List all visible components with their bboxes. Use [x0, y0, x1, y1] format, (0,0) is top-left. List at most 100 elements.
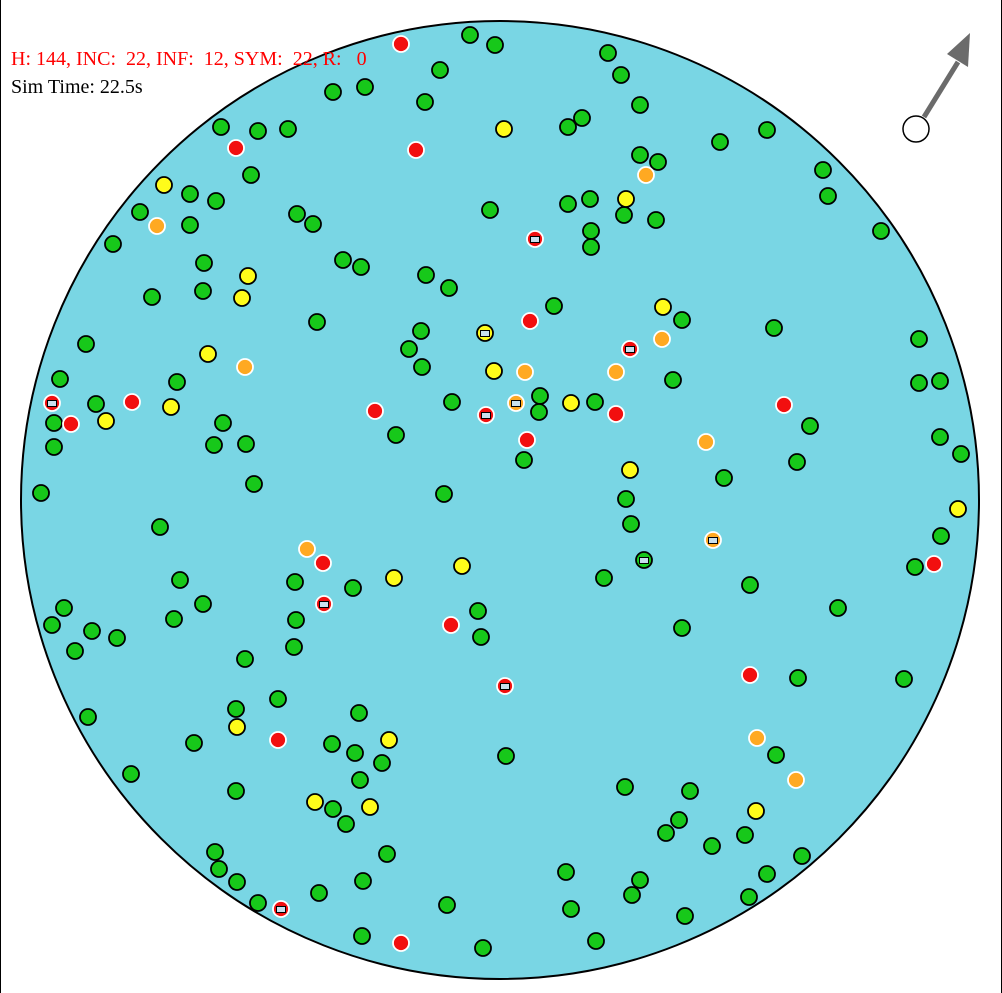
agent-healthy — [413, 358, 431, 376]
agent-healthy — [557, 863, 575, 881]
agent-incubating — [361, 798, 379, 816]
agent-healthy — [351, 771, 369, 789]
agent-symptomatic — [62, 415, 80, 433]
agent-healthy — [715, 469, 733, 487]
agent-healthy — [51, 370, 69, 388]
agent-healthy — [559, 195, 577, 213]
agent-healthy — [373, 754, 391, 772]
agent-incubating — [233, 289, 251, 307]
agent-healthy — [287, 611, 305, 629]
wind-direction-arrow-icon — [902, 33, 970, 143]
agent-healthy — [740, 888, 758, 906]
agent-healthy — [440, 279, 458, 297]
arena-circle — [20, 20, 980, 980]
agent-healthy — [623, 886, 641, 904]
agent-healthy — [872, 222, 890, 240]
quarantine-badge-icon — [708, 537, 718, 544]
agent-incubating — [949, 500, 967, 518]
agent-healthy — [631, 871, 649, 889]
quarantine-badge-icon — [530, 236, 540, 243]
quarantine-badge-icon — [47, 400, 57, 407]
agent-healthy — [469, 602, 487, 620]
agent-healthy — [952, 445, 970, 463]
agent-incubating — [199, 345, 217, 363]
agent-healthy — [931, 372, 949, 390]
agent-incubating — [562, 394, 580, 412]
agent-symptomatic — [392, 35, 410, 53]
agent-healthy — [758, 865, 776, 883]
agent-healthy — [285, 638, 303, 656]
agent-healthy — [79, 708, 97, 726]
agent-healthy — [515, 451, 533, 469]
wind-arrow-shaft — [921, 60, 961, 119]
agent-infected — [787, 771, 805, 789]
agent-healthy — [616, 778, 634, 796]
agent-healthy — [530, 403, 548, 421]
quarantine-badge-icon — [639, 557, 649, 564]
agent-healthy — [269, 690, 287, 708]
agent-healthy — [617, 490, 635, 508]
agent-healthy — [586, 393, 604, 411]
agent-healthy — [350, 704, 368, 722]
agent-healthy — [308, 313, 326, 331]
agent-healthy — [334, 251, 352, 269]
agent-healthy — [612, 66, 630, 84]
agent-symptomatic — [227, 139, 245, 157]
agent-healthy — [438, 896, 456, 914]
agent-healthy — [323, 735, 341, 753]
agent-healthy — [324, 83, 342, 101]
agent-healthy — [151, 518, 169, 536]
agent-healthy — [353, 927, 371, 945]
agent-symptomatic — [741, 666, 759, 684]
agent-healthy — [310, 884, 328, 902]
agent-infected — [697, 433, 715, 451]
agent-healthy — [356, 78, 374, 96]
agent-healthy — [205, 436, 223, 454]
agent-incubating — [747, 802, 765, 820]
agent-healthy — [461, 26, 479, 44]
agent-healthy — [615, 206, 633, 224]
agent-healthy — [573, 109, 591, 127]
agent-incubating — [385, 569, 403, 587]
agent-symptomatic — [269, 731, 287, 749]
agent-healthy — [599, 44, 617, 62]
agent-healthy — [168, 373, 186, 391]
agent-incubating — [485, 362, 503, 380]
agent-healthy — [562, 900, 580, 918]
agent-healthy — [741, 576, 759, 594]
agent-infected — [637, 166, 655, 184]
agent-healthy — [249, 122, 267, 140]
quarantine-badge-icon — [500, 683, 510, 690]
agent-healthy — [664, 371, 682, 389]
agent-healthy — [245, 475, 263, 493]
agent-healthy — [228, 873, 246, 891]
agent-healthy — [649, 153, 667, 171]
agent-infected — [298, 540, 316, 558]
agent-infected — [148, 217, 166, 235]
agent-healthy — [108, 629, 126, 647]
agent-symptomatic — [366, 402, 384, 420]
agent-healthy — [582, 238, 600, 256]
agent-healthy — [788, 453, 806, 471]
agent-infected — [653, 330, 671, 348]
agent-healthy — [212, 118, 230, 136]
agent-healthy — [304, 215, 322, 233]
agent-healthy — [344, 579, 362, 597]
agents-layer — [32, 26, 970, 957]
agent-incubating — [380, 731, 398, 749]
agent-healthy — [486, 36, 504, 54]
agent-healthy — [32, 484, 50, 502]
agent-healthy — [582, 222, 600, 240]
agent-healthy — [932, 527, 950, 545]
agent-healthy — [673, 311, 691, 329]
quarantine-badge-icon — [319, 601, 329, 608]
agent-healthy — [77, 335, 95, 353]
agent-healthy — [143, 288, 161, 306]
quarantine-badge-icon — [480, 330, 490, 337]
agent-healthy — [66, 642, 84, 660]
agent-healthy — [647, 211, 665, 229]
agent-healthy — [288, 205, 306, 223]
agent-incubating — [162, 398, 180, 416]
agent-healthy — [676, 907, 694, 925]
